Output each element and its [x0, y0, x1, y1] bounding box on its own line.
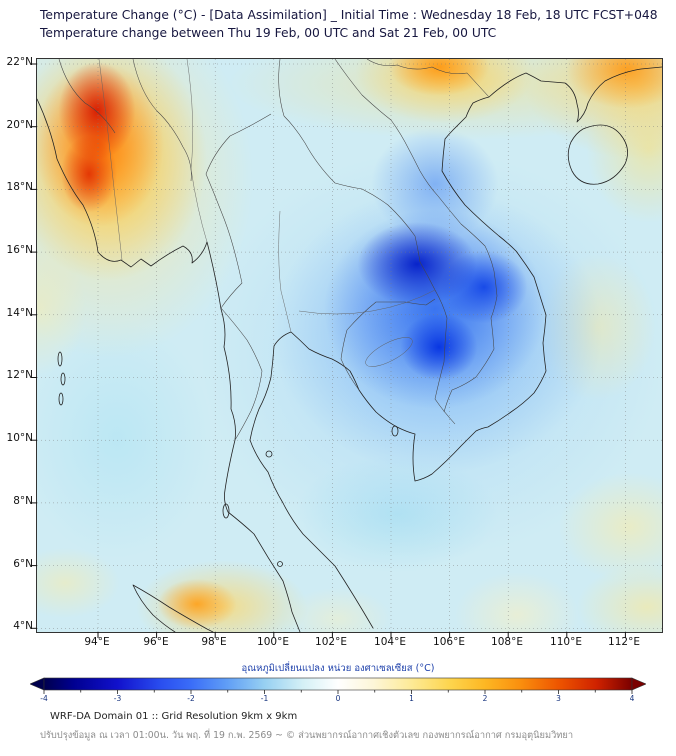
y-tick-label: 14°N: [6, 307, 33, 319]
colorbar-bar: [43, 677, 633, 691]
figure-subtitle: Temperature change between Thu 19 Feb, 0…: [40, 26, 497, 40]
colorbar-tick-label: -4: [40, 694, 48, 703]
andaman-island-1: [57, 351, 63, 367]
y-tick-label: 18°N: [6, 181, 33, 193]
colorbar-tick-label: 3: [556, 694, 561, 703]
salween-river: [186, 58, 208, 243]
colorbar-tick-label: -1: [260, 694, 269, 703]
figure-title: Temperature Change (°C) - [Data Assimila…: [40, 8, 658, 22]
border-myanmar-china: [132, 58, 192, 182]
phu-quoc-island: [391, 425, 399, 437]
axis-tick-marks: [31, 63, 626, 638]
irrawaddy-river: [98, 58, 123, 261]
andaman-island-2: [60, 372, 66, 386]
temperature-anomaly-field: [37, 59, 662, 632]
colorbar-tick-marks: [43, 690, 633, 694]
y-tick-label: 8°N: [13, 495, 33, 507]
x-tick-label: 98°E: [201, 636, 227, 648]
border-upper-mekong: [278, 58, 285, 117]
samui-island: [265, 450, 273, 458]
phuket-island: [222, 503, 230, 519]
chao-phraya-river: [278, 210, 292, 333]
x-tick-label: 94°E: [84, 636, 110, 648]
andaman-island-3: [58, 392, 64, 406]
rivers-lakes: [98, 58, 436, 367]
x-tick-label: 96°E: [143, 636, 169, 648]
colorbar-tick-label: 0: [335, 694, 341, 703]
y-tick-label: 4°N: [13, 620, 33, 632]
y-tick-label: 12°N: [6, 369, 33, 381]
colorbar-tick-label: -2: [187, 694, 195, 703]
colorbar-tick-label: -3: [113, 694, 122, 703]
map-overlay: [31, 58, 663, 638]
y-tick-label: 16°N: [6, 244, 33, 256]
colorbar: -4 -3 -2 -1 0 1 2 3 4: [29, 676, 647, 706]
y-tick-label: 6°N: [13, 558, 33, 570]
mun-river: [298, 289, 436, 315]
border-laos-vietnam: [334, 58, 498, 413]
border-india-myanmar: [58, 58, 116, 134]
colorbar-tick-label: 4: [629, 694, 635, 703]
colorbar-left-arrow: [29, 677, 45, 691]
border-thailand-myanmar: [205, 113, 272, 441]
colorbar-tick-label: 2: [482, 694, 488, 703]
colorbar-title: อุณหภูมิเปลี่ยนแปลง หน่วย องศาเซลเซียส (…: [241, 663, 435, 674]
colorbar-gradient: [29, 677, 647, 694]
x-tick-label: 104°E: [374, 636, 406, 648]
colorbar-right-arrow: [631, 677, 647, 691]
y-tick-label: 22°N: [6, 56, 33, 68]
y-tick-label: 20°N: [6, 119, 33, 131]
coastline-gulf-vietnam-china: [249, 66, 663, 629]
x-tick-label: 112°E: [608, 636, 640, 648]
x-tick-label: 102°E: [315, 636, 347, 648]
x-tick-label: 110°E: [550, 636, 582, 648]
coastline-west-mainland: [36, 98, 301, 633]
map-plot-area: [31, 58, 663, 638]
x-tick-label: 108°E: [491, 636, 523, 648]
penang-island: [277, 561, 283, 567]
colorbar-tick-label: 1: [409, 694, 414, 703]
coastlines: [36, 66, 663, 633]
y-tick-label: 10°N: [6, 432, 33, 444]
x-tick-label: 100°E: [257, 636, 289, 648]
domain-resolution-note: WRF-DA Domain 01 :: Grid Resolution 9km …: [50, 711, 298, 722]
tonle-sap-lake: [365, 337, 413, 367]
x-tick-label: 106°E: [433, 636, 465, 648]
hainan-island-outline: [567, 124, 628, 185]
sumatra-coastline: [132, 584, 214, 633]
border-thailand-cambodia: [340, 298, 436, 391]
border-china-vietnam: [366, 58, 490, 98]
grid-lines: [37, 59, 662, 632]
country-borders: [58, 58, 498, 441]
update-credit-note: ปรับปรุงข้อมูล ณ เวลา 01:00น. วัน พฤ. ที…: [40, 730, 574, 741]
border-mekong-thailand-laos: [283, 115, 456, 425]
